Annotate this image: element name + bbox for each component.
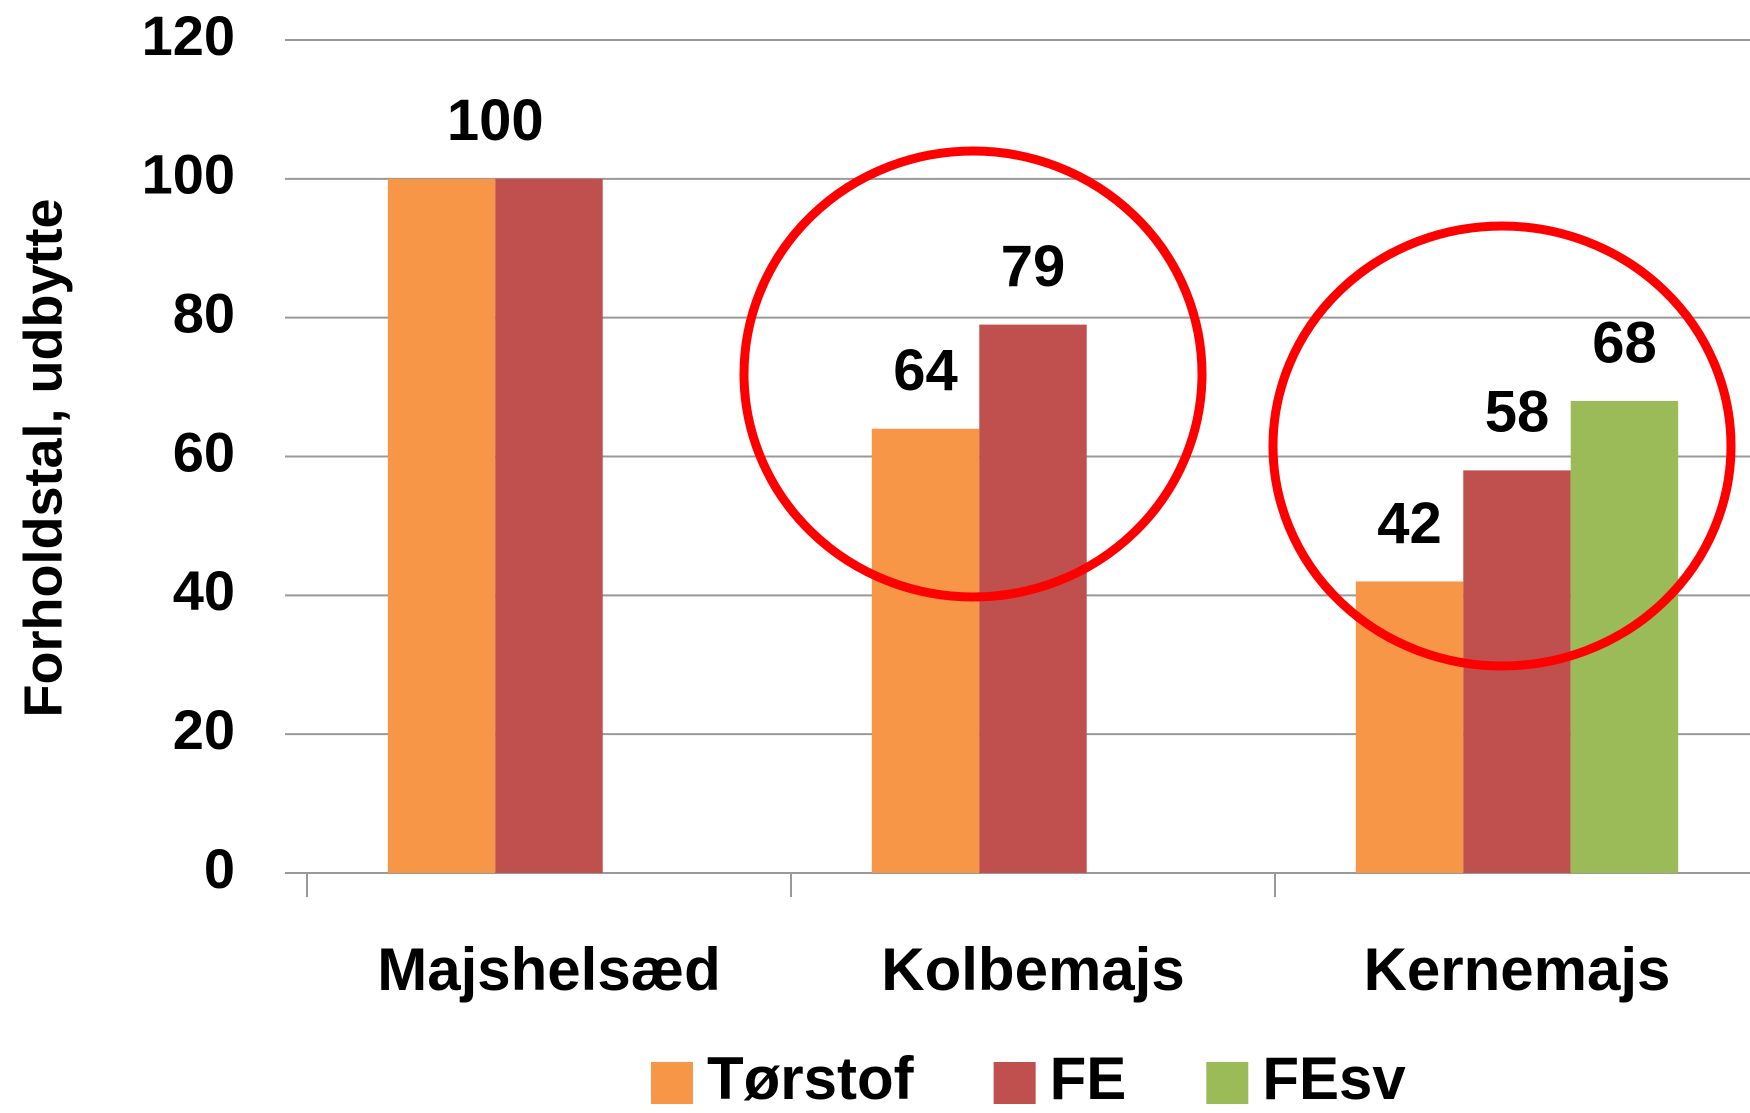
legend-swatch <box>651 1062 693 1104</box>
x-tick-label: Majshelsæd <box>377 936 720 1003</box>
x-tick-label: Kernemajs <box>1364 936 1671 1003</box>
data-label: 68 <box>1592 310 1657 375</box>
legend-label: FEsv <box>1262 1045 1406 1112</box>
x-tick-label: Kolbemajs <box>881 936 1184 1003</box>
data-label: 42 <box>1377 491 1442 556</box>
y-tick-label: 40 <box>173 559 235 622</box>
data-label: 64 <box>893 338 958 403</box>
y-tick-label: 80 <box>173 281 235 344</box>
bar <box>387 178 496 874</box>
data-label: 79 <box>1001 234 1066 299</box>
y-tick-label: 0 <box>204 837 235 900</box>
y-tick-label: 120 <box>142 4 235 67</box>
legend-swatch <box>1206 1062 1249 1104</box>
legend-swatch <box>993 1062 1036 1104</box>
annotation-circle <box>739 146 1207 602</box>
bar <box>495 178 603 874</box>
legend-label: Tørstof <box>707 1045 915 1112</box>
data-label: 100 <box>447 88 544 153</box>
y-axis-label: Forholdstal, udbytte <box>13 199 73 718</box>
bar <box>1463 470 1571 873</box>
legend-label: FE <box>1050 1045 1127 1112</box>
bar <box>871 428 980 873</box>
y-tick-label: 100 <box>142 143 235 206</box>
annotation-circle <box>1268 221 1736 671</box>
y-tick-label: 20 <box>173 698 235 761</box>
y-tick-label: 60 <box>173 420 235 483</box>
data-label: 58 <box>1485 380 1550 445</box>
